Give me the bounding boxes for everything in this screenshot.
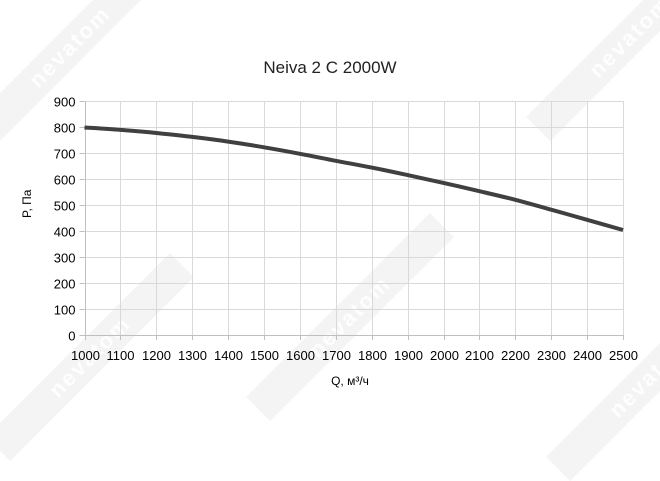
x-tick-label: 1400: [214, 348, 243, 363]
x-axis-label: Q, м³/ч: [331, 374, 369, 388]
x-tick-label: 1200: [142, 348, 171, 363]
x-tick-label: 1900: [394, 348, 423, 363]
axis-ticks: [79, 101, 624, 340]
x-tick-label: 1600: [286, 348, 315, 363]
chart-title: Neiva 2 C 2000W: [263, 58, 397, 77]
x-tick-label: 1000: [71, 348, 100, 363]
x-tick-label: 1300: [178, 348, 207, 363]
y-tick-label: 500: [54, 199, 76, 214]
x-tick-label: 1700: [322, 348, 351, 363]
x-tick-label: 2100: [465, 348, 494, 363]
x-tick-label: 2000: [430, 348, 459, 363]
x-tick-label: 2200: [501, 348, 530, 363]
y-tick-label: 100: [54, 303, 76, 318]
gridlines: [84, 101, 624, 336]
y-tick-label: 800: [54, 121, 76, 136]
y-tick-label: 0: [68, 329, 75, 344]
y-tick-label: 200: [54, 277, 76, 292]
pressure-curve: [84, 125, 624, 232]
tick-labels: 0 100 200 300 400 500 600 700 800 900 1000 1100 1200…: [54, 95, 638, 364]
y-tick-label: 400: [54, 225, 76, 240]
x-tick-label: 1500: [250, 348, 279, 363]
x-tick-label: 2500: [609, 348, 638, 363]
y-tick-label: 900: [54, 95, 76, 110]
x-tick-label: 1800: [358, 348, 387, 363]
y-tick-label: 300: [54, 251, 76, 266]
x-tick-label: 2400: [573, 348, 602, 363]
y-tick-label: 700: [54, 147, 76, 162]
chart-plot-area: 0 100 200 300 400 500 600 700 800 900 1000 1100 1200…: [54, 95, 638, 364]
x-tick-label: 1100: [107, 348, 135, 363]
x-tick-label: 2300: [537, 348, 566, 363]
y-tick-label: 600: [54, 173, 76, 188]
